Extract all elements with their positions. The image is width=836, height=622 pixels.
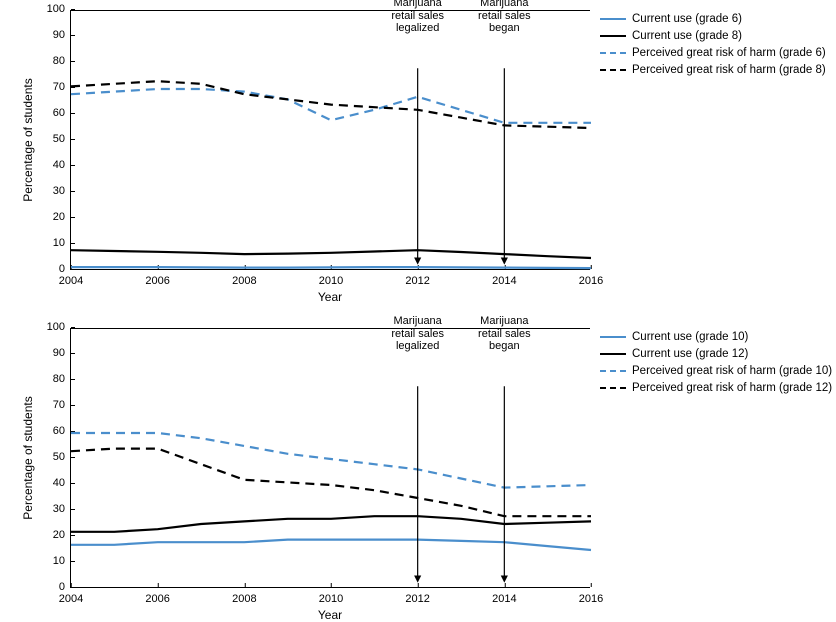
annotation-line: legalized bbox=[391, 22, 444, 35]
y-tick: 10 bbox=[53, 555, 71, 567]
legend-swatch bbox=[600, 69, 626, 71]
series-prh6 bbox=[71, 89, 591, 123]
figure: 0102030405060708090100200420062008201020… bbox=[0, 0, 836, 618]
y-tick: 50 bbox=[53, 451, 71, 463]
x-tick: 2012 bbox=[405, 587, 429, 605]
legend-item: Perceived great risk of harm (grade 10) bbox=[600, 362, 832, 379]
x-tick: 2008 bbox=[232, 587, 256, 605]
legend-swatch bbox=[600, 35, 626, 37]
annotation-line: Marijuana bbox=[478, 0, 531, 10]
annotation-line: retail sales bbox=[478, 10, 531, 23]
y-tick: 40 bbox=[53, 159, 71, 171]
annotation-line: retail sales bbox=[391, 10, 444, 23]
y-tick: 30 bbox=[53, 503, 71, 515]
annotation-text: Marijuanaretail saleslegalized bbox=[391, 315, 444, 353]
y-axis-label: Percentage of students bbox=[21, 78, 35, 201]
annotation-text: Marijuanaretail salesbegan bbox=[478, 0, 531, 35]
legend-label: Current use (grade 8) bbox=[632, 30, 742, 42]
annotation-line: began bbox=[478, 22, 531, 35]
legend-item: Current use (grade 8) bbox=[600, 27, 826, 44]
x-axis-label: Year bbox=[318, 290, 342, 304]
annotation-line: retail sales bbox=[478, 328, 531, 341]
y-tick: 100 bbox=[47, 3, 71, 15]
x-tick: 2014 bbox=[492, 269, 516, 287]
annotation-line: Marijuana bbox=[391, 0, 444, 10]
x-tick: 2016 bbox=[579, 587, 603, 605]
annotation-line: retail sales bbox=[391, 328, 444, 341]
legend-label: Perceived great risk of harm (grade 12) bbox=[632, 382, 832, 394]
y-tick: 50 bbox=[53, 133, 71, 145]
legend-swatch bbox=[600, 387, 626, 389]
y-tick: 70 bbox=[53, 399, 71, 411]
legend-item: Perceived great risk of harm (grade 12) bbox=[600, 379, 832, 396]
lines-svg bbox=[71, 11, 590, 269]
series-cu8 bbox=[71, 250, 591, 258]
annotation-line: began bbox=[478, 340, 531, 353]
legend-label: Current use (grade 12) bbox=[632, 348, 748, 360]
y-tick: 90 bbox=[53, 347, 71, 359]
x-tick: 2016 bbox=[579, 269, 603, 287]
legend-swatch bbox=[600, 336, 626, 338]
legend-label: Perceived great risk of harm (grade 8) bbox=[632, 64, 826, 76]
legend-label: Current use (grade 10) bbox=[632, 331, 748, 343]
x-tick: 2004 bbox=[59, 587, 83, 605]
legend-item: Current use (grade 10) bbox=[600, 328, 832, 345]
annotation-text: Marijuanaretail salesbegan bbox=[478, 315, 531, 353]
legend-item: Current use (grade 6) bbox=[600, 10, 826, 27]
y-tick: 30 bbox=[53, 185, 71, 197]
legend-swatch bbox=[600, 18, 626, 20]
x-tick: 2006 bbox=[145, 269, 169, 287]
plot-area-bottom: 0102030405060708090100200420062008201020… bbox=[70, 328, 590, 588]
x-tick: 2004 bbox=[59, 269, 83, 287]
series-cu6 bbox=[71, 267, 591, 268]
y-tick: 80 bbox=[53, 55, 71, 67]
x-tick: 2006 bbox=[145, 587, 169, 605]
x-tick: 2010 bbox=[319, 269, 343, 287]
legend-item: Perceived great risk of harm (grade 6) bbox=[600, 44, 826, 61]
plot-area-top: 0102030405060708090100200420062008201020… bbox=[70, 10, 590, 270]
y-tick: 20 bbox=[53, 529, 71, 541]
x-tick: 2014 bbox=[492, 587, 516, 605]
x-tick: 2008 bbox=[232, 269, 256, 287]
y-tick: 40 bbox=[53, 477, 71, 489]
series-prh8 bbox=[71, 81, 591, 128]
legend-label: Current use (grade 6) bbox=[632, 13, 742, 25]
legend-swatch bbox=[600, 370, 626, 372]
y-tick: 10 bbox=[53, 237, 71, 249]
x-tick: 2010 bbox=[319, 587, 343, 605]
annotation-text: Marijuanaretail saleslegalized bbox=[391, 0, 444, 35]
y-tick: 20 bbox=[53, 211, 71, 223]
series-cu12 bbox=[71, 516, 591, 532]
x-axis-label: Year bbox=[318, 608, 342, 622]
y-tick: 70 bbox=[53, 81, 71, 93]
series-cu10 bbox=[71, 540, 591, 550]
annotation-line: Marijuana bbox=[478, 315, 531, 328]
annotation-line: legalized bbox=[391, 340, 444, 353]
legend-label: Perceived great risk of harm (grade 10) bbox=[632, 365, 832, 377]
y-axis-label: Percentage of students bbox=[21, 396, 35, 519]
legend-item: Current use (grade 12) bbox=[600, 345, 832, 362]
legend-top: Current use (grade 6) Current use (grade … bbox=[600, 10, 826, 78]
legend-item: Perceived great risk of harm (grade 8) bbox=[600, 61, 826, 78]
annotation-line: Marijuana bbox=[391, 315, 444, 328]
y-tick: 80 bbox=[53, 373, 71, 385]
legend-swatch bbox=[600, 353, 626, 355]
series-prh10 bbox=[71, 433, 591, 488]
x-tick: 2012 bbox=[405, 269, 429, 287]
y-tick: 60 bbox=[53, 425, 71, 437]
lines-svg bbox=[71, 329, 590, 587]
legend-label: Perceived great risk of harm (grade 6) bbox=[632, 47, 826, 59]
legend-swatch bbox=[600, 52, 626, 54]
y-tick: 90 bbox=[53, 29, 71, 41]
y-tick: 60 bbox=[53, 107, 71, 119]
y-tick: 100 bbox=[47, 321, 71, 333]
legend-bottom: Current use (grade 10) Current use (grade… bbox=[600, 328, 832, 396]
